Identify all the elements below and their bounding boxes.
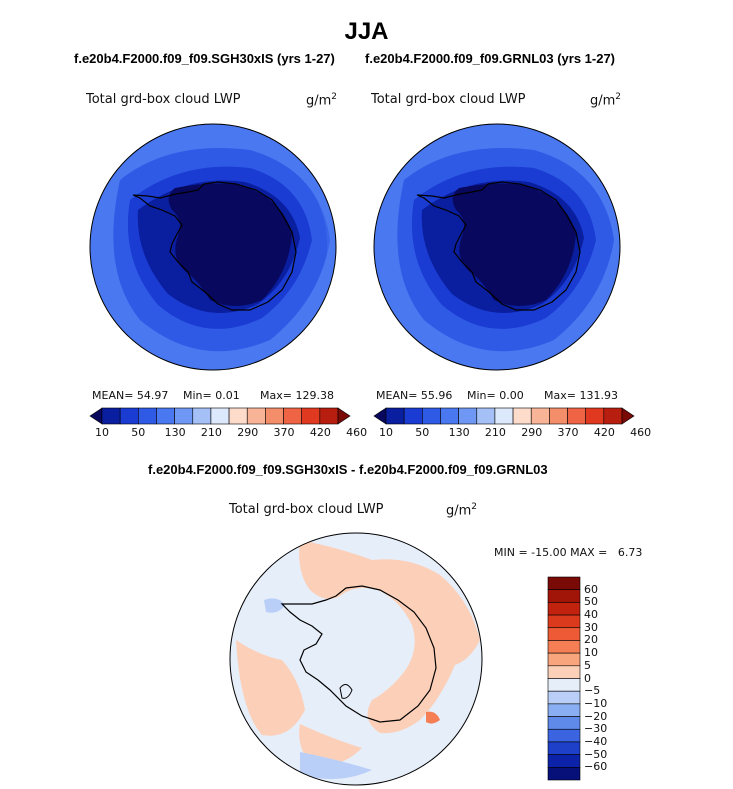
colorbar-swatch: [547, 754, 581, 768]
colorbar-swatch: [547, 678, 581, 692]
colorbar-right: [373, 407, 635, 425]
mean-left: MEAN= 54.97: [92, 389, 169, 402]
colorbar-tick-label: 50: [131, 426, 146, 439]
colorbar-ticks-left: 10 50 130 210 290 370 420 460: [90, 426, 367, 440]
colorbar-tick-label: 20: [584, 633, 598, 647]
colorbar-tick-label: 290: [237, 426, 259, 439]
diff-units: g/m2: [446, 502, 478, 519]
colorbar-tick-label: 60: [584, 582, 598, 596]
colorbar-tick-label: −50: [584, 747, 608, 761]
variable-title-left: Total grd-box cloud LWP: [86, 92, 241, 107]
diff-variable-title: Total grd-box cloud LWP: [229, 502, 384, 517]
variable-title-right: Total grd-box cloud LWP: [371, 92, 526, 107]
colorbar-swatch: [547, 652, 581, 667]
colorbar-tick-label: 10: [95, 426, 109, 439]
colorbar-swatch: [547, 741, 581, 755]
diff-title: f.e20b4.F2000.f09_f09.SGH30xIS - f.e20b4…: [148, 462, 548, 477]
colorbar-swatch: [547, 614, 581, 629]
colorbar-tick-label: 40: [584, 608, 598, 622]
colorbar-tick-label: 30: [584, 620, 598, 634]
colorbar-tick-label: 290: [521, 426, 543, 439]
colorbar-swatch: [547, 767, 581, 781]
colorbar-tick-label: −5: [584, 684, 601, 698]
case-title-left: f.e20b4.F2000.f09_f09.SGH30xIS (yrs 1-27…: [74, 51, 335, 66]
colorbar-tick-label: 370: [273, 426, 295, 439]
colorbar-tick-label: 50: [415, 426, 430, 439]
colorbar-tick-label: 420: [593, 426, 615, 439]
colorbar-tick-label: 420: [309, 426, 331, 439]
colorbar-tick-label: −20: [584, 709, 608, 723]
colorbar-tick-label: 370: [557, 426, 579, 439]
max-left: Max= 129.38: [260, 389, 334, 402]
colorbar-swatch: [547, 602, 581, 616]
colorbar-swatch: [547, 589, 581, 603]
units-left: g/m2: [306, 92, 338, 109]
colorbar-left: [89, 407, 351, 425]
colorbar-swatch: [547, 627, 581, 641]
colorbar-tick-label: 210: [200, 426, 222, 439]
mean-right: MEAN= 55.96: [376, 389, 453, 402]
colorbar-tick-label: 130: [164, 426, 186, 439]
case-title-right: f.e20b4.F2000.f09_f09.GRNL03 (yrs 1-27): [365, 51, 616, 66]
colorbar-tick-label: 0: [584, 671, 591, 685]
colorbar-swatch: [547, 690, 581, 705]
colorbar-swatch: [337, 407, 351, 425]
colorbar-swatch: [547, 665, 581, 679]
colorbar-tick-label: 50: [584, 595, 598, 609]
colorbar-tick-label: 460: [346, 426, 368, 439]
diff-minmax: MIN = -15.00 MAX = 6.73: [494, 546, 643, 559]
colorbar-swatch: [547, 728, 581, 743]
colorbar-tick-label: −30: [584, 722, 608, 736]
colorbar-swatch: [547, 576, 581, 590]
max-right: Max= 131.93: [544, 389, 618, 402]
colorbar-ticks-diff: 60 50 40 30 20 10 5 0 −5 −10 −20 −30 −40 −50 −60: [584, 577, 624, 780]
page-title: JJA: [344, 18, 389, 45]
colorbar-swatch: [621, 407, 635, 425]
colorbar-tick-label: 130: [448, 426, 470, 439]
colorbar-tick-label: 10: [379, 426, 393, 439]
colorbar-tick-label: −10: [584, 696, 608, 710]
colorbar-tick-label: 5: [584, 658, 591, 672]
colorbar-swatch: [547, 703, 581, 717]
units-right: g/m2: [590, 92, 622, 109]
min-right: Min= 0.00: [467, 389, 524, 402]
colorbar-diff: [547, 576, 581, 781]
colorbar-swatch: [547, 640, 581, 654]
colorbar-tick-label: 460: [630, 426, 652, 439]
colorbar-tick-label: −60: [584, 760, 608, 774]
colorbar-tick-label: 210: [484, 426, 506, 439]
colorbar-tick-label: −40: [584, 734, 608, 748]
min-left: Min= 0.01: [183, 389, 240, 402]
colorbar-ticks-right: 10 50 130 210 290 370 420 460: [374, 426, 651, 440]
colorbar-swatch: [547, 716, 581, 730]
colorbar-tick-label: 10: [584, 646, 598, 660]
